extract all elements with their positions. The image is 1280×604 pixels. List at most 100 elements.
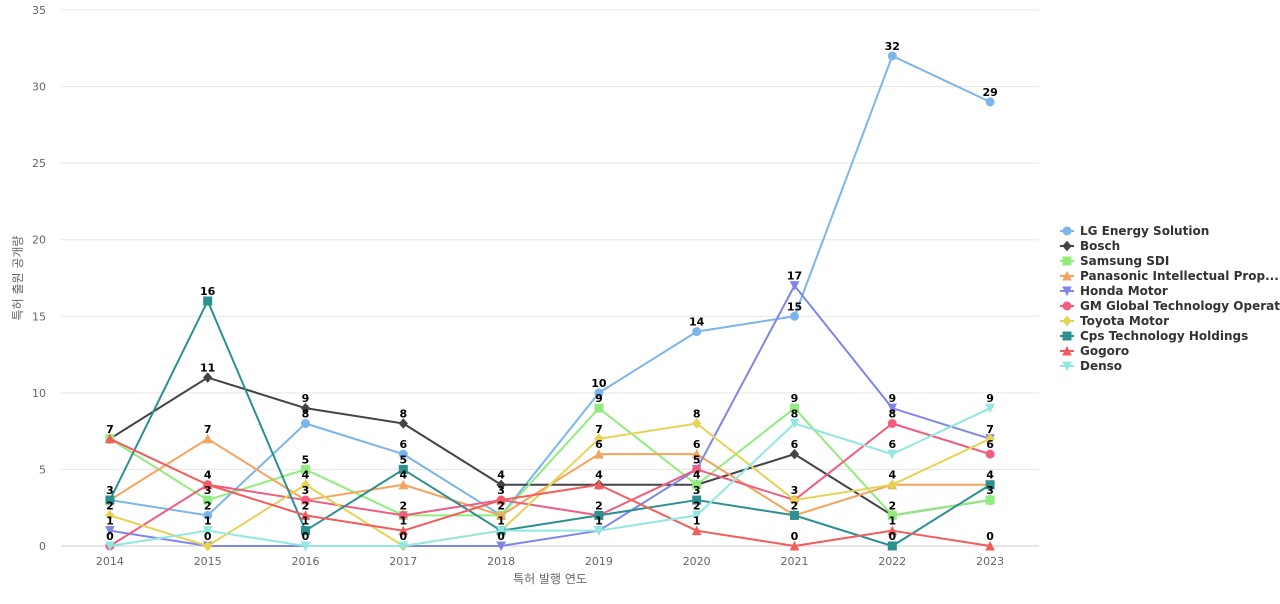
series-line xyxy=(109,54,991,517)
data-point-marker xyxy=(300,402,311,414)
data-point-marker xyxy=(300,479,311,490)
data-label: 32 xyxy=(885,40,900,53)
data-label: 0 xyxy=(302,530,310,543)
data-point-marker xyxy=(887,541,897,551)
data-label: 3 xyxy=(986,484,994,497)
data-label: 0 xyxy=(497,530,505,543)
y-tick-label: 35 xyxy=(32,4,46,17)
series-line xyxy=(109,422,991,547)
legend-item[interactable]: Denso xyxy=(1060,359,1122,373)
y-tick-label: 0 xyxy=(39,540,46,553)
data-label: 1 xyxy=(595,515,603,528)
data-label: 29 xyxy=(982,86,997,99)
data-label: 9 xyxy=(888,392,896,405)
legend-label: LG Energy Solution xyxy=(1080,224,1209,238)
data-point-marker xyxy=(692,327,702,337)
data-point-marker xyxy=(887,51,897,61)
legend-label: Cps Technology Holdings xyxy=(1080,329,1248,343)
data-label: 4 xyxy=(497,469,505,482)
y-axis-title: 특허 출원 공개량 xyxy=(11,236,25,321)
legend-marker xyxy=(1062,301,1072,311)
data-label: 16 xyxy=(200,285,216,298)
legend-item[interactable]: LG Energy Solution xyxy=(1060,224,1209,238)
y-tick-label: 20 xyxy=(32,234,46,247)
x-tick-label: 2017 xyxy=(389,555,417,568)
legend-label: Panasonic Intellectual Prop... xyxy=(1080,269,1279,283)
legend-item[interactable]: Panasonic Intellectual Prop... xyxy=(1060,269,1279,283)
data-point-marker xyxy=(398,464,408,474)
series-line xyxy=(109,284,991,547)
legend-item[interactable]: Toyota Motor xyxy=(1060,314,1169,328)
data-point-marker xyxy=(202,526,213,536)
data-point-marker xyxy=(985,449,995,459)
series-2[interactable] xyxy=(105,372,995,521)
legend-item[interactable]: Honda Motor xyxy=(1060,284,1168,298)
data-label: 1 xyxy=(302,515,310,528)
data-label: 3 xyxy=(204,484,212,497)
legend-item[interactable]: Bosch xyxy=(1060,239,1120,253)
data-point-marker xyxy=(887,418,897,428)
x-tick-label: 2021 xyxy=(781,555,809,568)
data-point-marker xyxy=(692,495,702,505)
legend-label: Denso xyxy=(1080,359,1122,373)
data-label: 11 xyxy=(200,362,215,375)
series-line xyxy=(109,422,991,547)
series-5[interactable] xyxy=(105,281,995,552)
data-point-marker xyxy=(789,540,800,551)
data-labels: 7321016117432109854321086542104321010976… xyxy=(106,40,998,543)
legend-item[interactable]: Cps Technology Holdings xyxy=(1060,329,1248,343)
data-point-marker xyxy=(496,526,506,536)
data-label: 15 xyxy=(787,300,802,313)
y-tick-label: 5 xyxy=(39,463,46,476)
x-tick-label: 2015 xyxy=(194,555,222,568)
data-point-marker xyxy=(594,403,604,413)
legend-item[interactable]: Gogoro xyxy=(1060,344,1129,358)
data-point-marker xyxy=(594,388,604,398)
data-label: 4 xyxy=(888,469,896,482)
data-label: 0 xyxy=(399,530,407,543)
data-point-marker xyxy=(398,541,409,552)
y-tick-label: 30 xyxy=(32,81,46,94)
legend-marker xyxy=(1062,331,1072,341)
data-label: 4 xyxy=(204,469,212,482)
data-point-marker xyxy=(301,526,310,536)
data-point-marker xyxy=(398,510,408,520)
data-label: 1 xyxy=(888,515,896,528)
data-label: 0 xyxy=(106,530,114,543)
data-point-marker xyxy=(202,433,213,444)
y-tick-label: 25 xyxy=(32,157,46,170)
data-label: 3 xyxy=(106,484,114,497)
data-point-marker xyxy=(985,97,995,107)
data-label: 9 xyxy=(986,392,994,405)
data-point-marker xyxy=(398,449,408,459)
data-label: 8 xyxy=(302,407,310,420)
data-point-marker xyxy=(692,418,702,429)
series-9[interactable] xyxy=(105,433,995,551)
data-label: 2 xyxy=(497,499,505,512)
data-label: 7 xyxy=(106,423,114,436)
legend-marker xyxy=(1062,345,1072,356)
data-label: 1 xyxy=(497,515,505,528)
legend-item[interactable]: Samsung SDI xyxy=(1060,254,1169,268)
data-label: 4 xyxy=(986,469,994,482)
data-label: 1 xyxy=(693,515,701,528)
series-3[interactable] xyxy=(105,403,995,520)
data-label: 2 xyxy=(106,499,114,512)
data-point-marker xyxy=(594,479,604,490)
series-10[interactable] xyxy=(105,403,995,552)
data-label: 2 xyxy=(399,499,407,512)
data-point-marker xyxy=(203,296,213,306)
series-8[interactable] xyxy=(105,296,995,551)
data-label: 5 xyxy=(399,453,407,466)
data-point-marker xyxy=(398,479,409,490)
data-label: 6 xyxy=(986,438,994,451)
legend-item[interactable]: GM Global Technology Operat... xyxy=(1060,299,1280,313)
data-label: 9 xyxy=(302,392,310,405)
data-label: 4 xyxy=(399,469,407,482)
series-7[interactable] xyxy=(105,418,995,552)
series-line xyxy=(109,299,991,547)
data-point-marker xyxy=(985,403,995,414)
x-tick-label: 2023 xyxy=(976,555,1004,568)
data-label: 5 xyxy=(302,453,310,466)
